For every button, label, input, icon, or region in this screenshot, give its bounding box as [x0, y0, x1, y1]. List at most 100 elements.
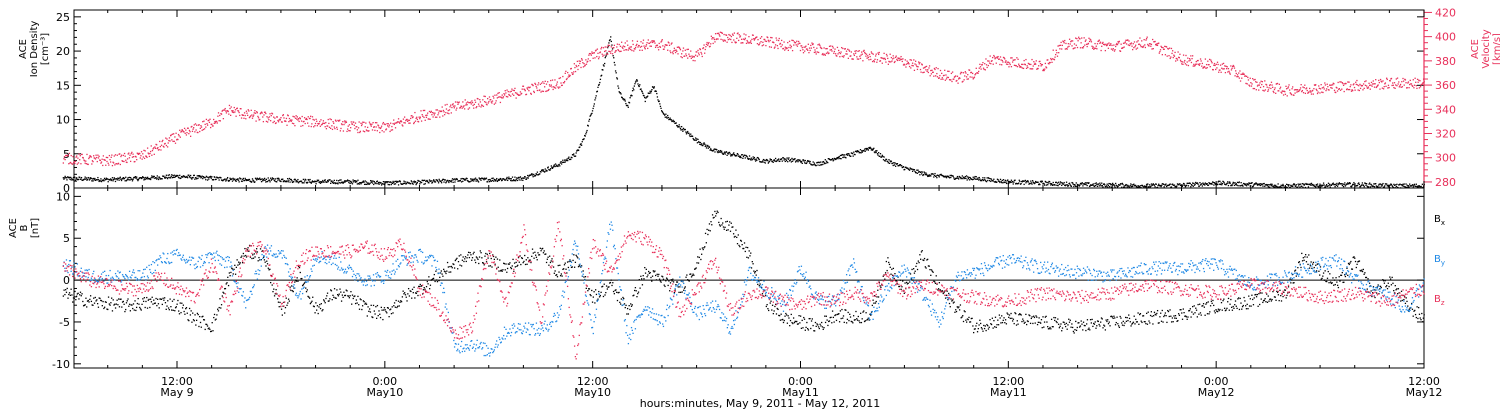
data-point [599, 78, 602, 81]
data-point [894, 60, 896, 63]
data-point [864, 148, 866, 150]
data-point [950, 72, 953, 75]
data-point [1199, 58, 1202, 60]
data-point [152, 148, 154, 150]
data-point [440, 110, 443, 113]
data-point [1354, 89, 1356, 91]
data-point [1352, 183, 1354, 186]
data-point [68, 176, 71, 179]
data-point [1227, 184, 1230, 187]
data-point [916, 65, 918, 68]
data-point [925, 173, 928, 175]
data-point [749, 41, 751, 43]
data-point [1142, 45, 1145, 47]
data-point [1113, 50, 1116, 52]
data-point [801, 47, 803, 49]
data-point [1367, 86, 1370, 88]
data-point [794, 161, 797, 163]
data-point [1079, 38, 1081, 40]
data-point [583, 62, 585, 65]
data-point [725, 151, 728, 153]
data-point [1150, 183, 1153, 185]
data-point [417, 121, 420, 123]
data-point [990, 180, 992, 183]
data-point [1200, 60, 1202, 62]
data-point [79, 176, 81, 179]
data-point [423, 179, 426, 181]
data-point [256, 177, 258, 179]
data-point [577, 149, 580, 152]
data-point [1402, 185, 1405, 187]
data-point [1190, 184, 1193, 186]
data-point [311, 116, 314, 118]
data-point [480, 179, 482, 181]
data-point [99, 159, 101, 162]
data-point [1271, 183, 1273, 185]
data-point [1282, 183, 1284, 186]
density-velocity-panel: 0510152025280300320340360380400420ACEIon… [18, 6, 1500, 195]
data-point [999, 56, 1002, 58]
data-point [88, 301, 90, 303]
data-point [225, 179, 228, 181]
data-point [1075, 44, 1077, 46]
data-point [267, 177, 269, 179]
data-point [187, 319, 189, 321]
data-point [940, 173, 942, 176]
data-point [1358, 182, 1360, 184]
data-point [1252, 87, 1254, 90]
data-point [1021, 181, 1023, 183]
data-point [771, 37, 773, 39]
data-point [386, 181, 388, 184]
data-point [173, 176, 175, 179]
data-point [81, 153, 83, 156]
data-point [1359, 185, 1362, 188]
data-point [115, 303, 117, 305]
data-point [100, 162, 102, 164]
data-point [97, 179, 100, 181]
data-point [193, 174, 195, 177]
data-point [170, 305, 172, 308]
data-point [927, 71, 930, 74]
data-point [1095, 47, 1097, 49]
data-point [169, 140, 171, 142]
data-point [287, 298, 290, 300]
data-point [1405, 82, 1407, 84]
data-point [1184, 63, 1187, 65]
data-point [720, 151, 722, 153]
data-point [509, 91, 511, 93]
data-point [202, 120, 204, 123]
data-point [306, 118, 308, 121]
data-point [94, 177, 96, 180]
data-point [96, 299, 98, 301]
data-point [1028, 63, 1031, 66]
data-point [806, 48, 808, 50]
data-point [413, 121, 415, 124]
data-point [136, 178, 138, 181]
data-point [306, 122, 309, 124]
data-point [1294, 92, 1296, 94]
data-point [967, 177, 970, 180]
data-point [180, 311, 182, 314]
data-point [1001, 64, 1003, 66]
data-point [1362, 184, 1365, 187]
data-point [928, 67, 930, 69]
data-point [954, 75, 957, 77]
data-point [1409, 83, 1411, 86]
data-point [459, 106, 462, 109]
data-point [262, 180, 264, 182]
data-point [558, 163, 560, 166]
data-point [754, 158, 756, 161]
data-point [467, 101, 469, 103]
data-point [620, 50, 622, 52]
data-point [1022, 67, 1025, 70]
data-point [801, 160, 803, 163]
data-point [1004, 181, 1006, 184]
data-point [539, 83, 542, 85]
data-point [366, 126, 369, 129]
data-point [1004, 61, 1006, 63]
data-point [790, 47, 792, 49]
data-point [806, 161, 808, 163]
data-point [262, 256, 265, 258]
data-point [956, 177, 958, 179]
data-point [704, 143, 706, 145]
